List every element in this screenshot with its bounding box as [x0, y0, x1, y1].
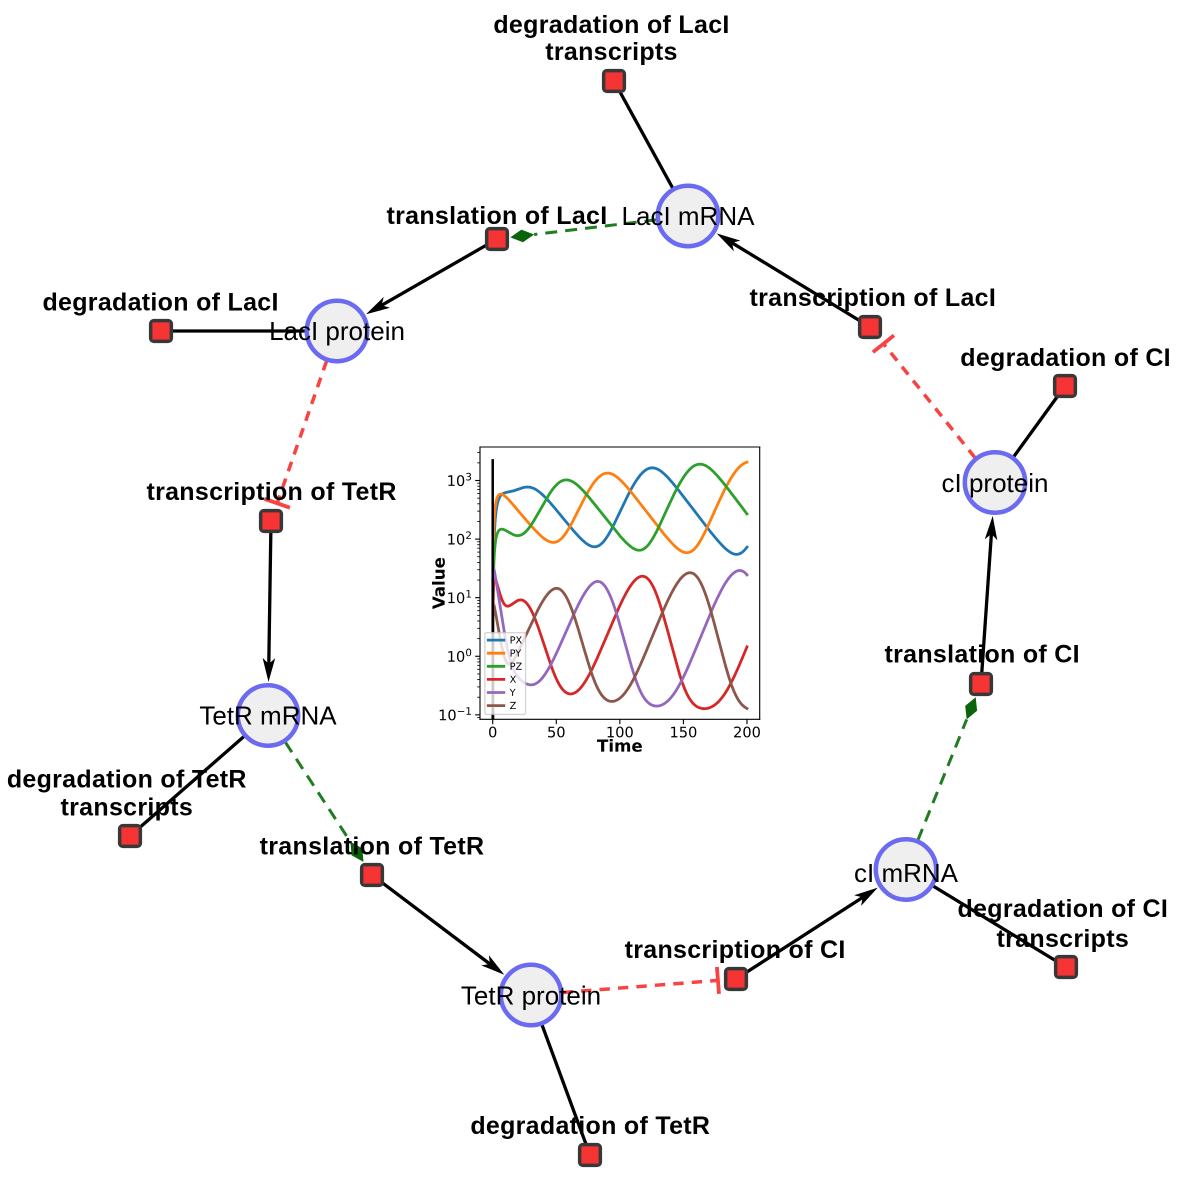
svg-text:transcripts: transcripts — [61, 794, 194, 822]
svg-text:degradation of LacI: degradation of LacI — [42, 289, 278, 317]
svg-text:degradation of TetR: degradation of TetR — [7, 765, 247, 793]
svg-text:LacI mRNA: LacI mRNA — [622, 201, 756, 231]
svg-text:transcripts: transcripts — [545, 38, 678, 66]
svg-text:transcription of TetR: transcription of TetR — [146, 478, 396, 506]
svg-text:translation of TetR: translation of TetR — [260, 832, 485, 860]
svg-text:degradation of CI: degradation of CI — [957, 895, 1168, 923]
svg-text:degradation of TetR: degradation of TetR — [470, 1112, 710, 1140]
svg-text:cI protein: cI protein — [942, 468, 1049, 498]
svg-text:translation of LacI: translation of LacI — [386, 202, 607, 230]
svg-text:transcription of CI: transcription of CI — [625, 936, 846, 964]
svg-text:cI mRNA: cI mRNA — [854, 858, 959, 888]
svg-text:degradation of CI: degradation of CI — [960, 344, 1171, 372]
svg-text:LacI protein: LacI protein — [269, 316, 405, 346]
svg-text:translation of CI: translation of CI — [885, 641, 1080, 669]
svg-text:TetR protein: TetR protein — [461, 981, 601, 1011]
svg-text:transcripts: transcripts — [997, 925, 1130, 953]
svg-text:TetR mRNA: TetR mRNA — [199, 701, 337, 731]
svg-text:transcription of LacI: transcription of LacI — [749, 284, 996, 312]
svg-text:degradation of LacI: degradation of LacI — [493, 11, 729, 39]
